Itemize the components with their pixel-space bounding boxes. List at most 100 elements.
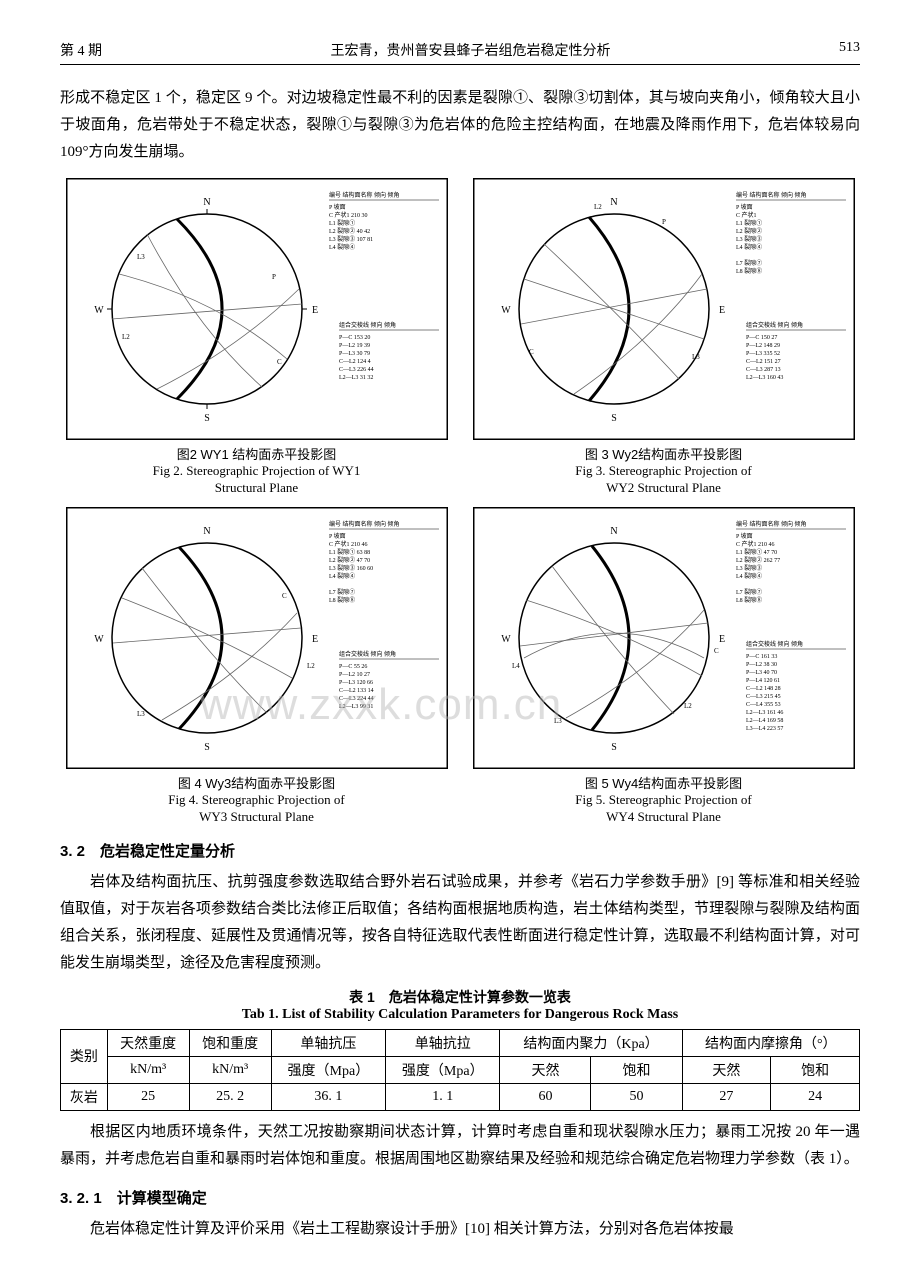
svg-text:E: E (311, 634, 317, 645)
paragraph-3: 根据区内地质环境条件，天然工况按勘察期间状态计算，计算时考虑自重和现状裂隙水压力… (60, 1119, 860, 1173)
svg-text:C 产状1 210 46: C 产状1 210 46 (329, 540, 368, 548)
unit-2: kN/m³ (189, 1056, 271, 1083)
stereonet-wy4: N S W E L4 C L3 L2 编号 结构面名称 倾向 倾角 P 坡面 C… (473, 507, 855, 769)
page-number: 513 (839, 40, 860, 60)
row-label: 灰岩 (61, 1083, 108, 1110)
svg-text:W: W (94, 305, 104, 316)
svg-text:编号 结构面名称 倾向 倾角: 编号 结构面名称 倾向 倾角 (736, 520, 807, 528)
cell-1: 25. 2 (189, 1083, 271, 1110)
fig5-caption-cn: 图 5 Wy4结构面赤平投影图 (467, 773, 860, 792)
svg-text:C—L2 151 27: C—L2 151 27 (746, 359, 781, 365)
svg-text:编号 结构面名称 倾向 倾角: 编号 结构面名称 倾向 倾角 (736, 191, 807, 199)
table-1: 类别 天然重度 饱和重度 单轴抗压 单轴抗拉 结构面内聚力（Kpa） 结构面内摩… (60, 1029, 860, 1111)
svg-text:L3: L3 (554, 717, 562, 725)
svg-text:P—C 161 33: P—C 161 33 (746, 654, 777, 660)
svg-text:L2 裂隙② 40 42: L2 裂隙② 40 42 (329, 227, 370, 235)
table1-title-cn: 表 1 危岩体稳定性计算参数一览表 (60, 987, 860, 1007)
svg-text:L2 裂隙② 262 77: L2 裂隙② 262 77 (736, 556, 780, 564)
th-2: 饱和重度 (189, 1029, 271, 1056)
fig3-caption-en1: Fig 3. Stereographic Projection of (467, 463, 860, 480)
cell-5: 50 (591, 1083, 682, 1110)
fig4-caption-en1: Fig 4. Stereographic Projection of (60, 792, 453, 809)
svg-text:C: C (529, 348, 534, 356)
svg-text:L3 裂隙③: L3 裂隙③ (736, 564, 762, 572)
svg-text:L3—L4 223 57: L3—L4 223 57 (746, 726, 783, 732)
svg-text:L3 裂隙③: L3 裂隙③ (736, 235, 762, 243)
svg-text:P—L3 40 70: P—L3 40 70 (746, 670, 777, 676)
svg-text:P 坡面: P 坡面 (329, 203, 346, 211)
svg-text:组合交棱线 倾向 倾角: 组合交棱线 倾向 倾角 (339, 321, 396, 329)
fig2-caption-cn: 图2 WY1 结构面赤平投影图 (60, 444, 453, 463)
svg-text:P—L3 30 79: P—L3 30 79 (339, 351, 370, 357)
svg-text:W: W (501, 634, 511, 645)
svg-text:L8 裂隙⑧: L8 裂隙⑧ (736, 267, 762, 275)
cell-4: 60 (500, 1083, 591, 1110)
svg-text:W: W (94, 634, 104, 645)
sub-nat-2: 天然 (682, 1056, 771, 1083)
svg-text:W: W (501, 305, 511, 316)
svg-text:C—L3 287 13: C—L3 287 13 (746, 367, 781, 373)
svg-text:P—L4 120 61: P—L4 120 61 (746, 678, 780, 684)
cell-2: 36. 1 (271, 1083, 385, 1110)
svg-text:P—L3 335 52: P—L3 335 52 (746, 351, 780, 357)
paragraph-1: 形成不稳定区 1 个，稳定区 9 个。对边坡稳定性最不利的因素是裂隙①、裂隙③切… (60, 85, 860, 166)
fig5-caption-en1: Fig 5. Stereographic Projection of (467, 792, 860, 809)
svg-text:L8 裂隙⑧: L8 裂隙⑧ (329, 596, 355, 604)
sub-nat-1: 天然 (500, 1056, 591, 1083)
svg-text:组合交棱线 倾向 倾角: 组合交棱线 倾向 倾角 (746, 321, 803, 329)
sub-sat-1: 饱和 (591, 1056, 682, 1083)
fig2-caption-en1: Fig 2. Stereographic Projection of WY1 (60, 463, 453, 480)
table1-title-en: Tab 1. List of Stability Calculation Par… (60, 1007, 860, 1023)
svg-text:P—L2 10 27: P—L2 10 27 (339, 672, 370, 678)
th-1: 天然重度 (107, 1029, 189, 1056)
svg-text:L3: L3 (692, 353, 700, 361)
svg-text:S: S (204, 413, 210, 424)
section-3-2: 3. 2 危岩稳定性定量分析 (60, 840, 860, 861)
svg-text:P—L3 120 66: P—L3 120 66 (339, 680, 373, 686)
th-category: 类别 (61, 1029, 108, 1083)
svg-text:P 坡面: P 坡面 (736, 532, 753, 540)
fig4-caption-en2: WY3 Structural Plane (60, 809, 453, 826)
svg-text:L1 裂隙①: L1 裂隙① (329, 219, 355, 227)
th-3: 单轴抗压 (271, 1029, 385, 1056)
fig3-caption-en2: WY2 Structural Plane (467, 480, 860, 497)
svg-text:P—L2 19 39: P—L2 19 39 (339, 343, 370, 349)
cell-3: 1. 1 (386, 1083, 500, 1110)
svg-text:L2: L2 (594, 203, 602, 211)
svg-text:L2 裂隙② 47 70: L2 裂隙② 47 70 (329, 556, 370, 564)
svg-text:P—C 153 20: P—C 153 20 (339, 335, 370, 341)
svg-text:C: C (714, 647, 719, 655)
stereonet-wy1: N S W E L3 L2 P C 编号 结构面名称 倾向 倾角 P 坡面 C … (66, 178, 448, 440)
svg-text:L2—L3 160 43: L2—L3 160 43 (746, 375, 783, 381)
svg-text:C—L2 148 28: C—L2 148 28 (746, 686, 781, 692)
svg-text:组合交棱线 倾向 倾角: 组合交棱线 倾向 倾角 (746, 640, 803, 648)
svg-text:C 产状1: C 产状1 (736, 211, 757, 219)
svg-text:L1 裂隙①: L1 裂隙① (736, 219, 762, 227)
svg-text:L4: L4 (512, 662, 520, 670)
fig4-caption-cn: 图 4 Wy3结构面赤平投影图 (60, 773, 453, 792)
svg-text:S: S (611, 413, 617, 424)
svg-text:L2—L3 161 46: L2—L3 161 46 (746, 710, 783, 716)
svg-text:L2—L4 169 58: L2—L4 169 58 (746, 718, 783, 724)
svg-text:L7 裂隙⑦: L7 裂隙⑦ (736, 588, 762, 596)
svg-text:C—L3 215 45: C—L3 215 45 (746, 694, 781, 700)
figure-5: N S W E L4 C L3 L2 编号 结构面名称 倾向 倾角 P 坡面 C… (467, 507, 860, 826)
svg-text:L8 裂隙⑧: L8 裂隙⑧ (736, 596, 762, 604)
figure-2: N S W E L3 L2 P C 编号 结构面名称 倾向 倾角 P 坡面 C … (60, 178, 453, 497)
unit-4: 强度（Mpa） (386, 1056, 500, 1083)
svg-text:C: C (277, 358, 282, 366)
running-title: 王宏青，贵州普安县蜂子岩组危岩稳定性分析 (331, 40, 611, 60)
svg-text:L7 裂隙⑦: L7 裂隙⑦ (736, 259, 762, 267)
svg-text:P—L2 148 29: P—L2 148 29 (746, 343, 780, 349)
svg-text:L2—L3 99 31: L2—L3 99 31 (339, 704, 373, 710)
fig2-caption-en2: Structural Plane (60, 480, 453, 497)
svg-text:编号 结构面名称 倾向 倾角: 编号 结构面名称 倾向 倾角 (329, 191, 400, 199)
th-5: 结构面内聚力（Kpa） (500, 1029, 682, 1056)
svg-text:S: S (204, 742, 210, 753)
svg-text:C—L2 133 14: C—L2 133 14 (339, 688, 374, 694)
svg-text:P—C 150 27: P—C 150 27 (746, 335, 777, 341)
svg-text:P 坡面: P 坡面 (736, 203, 753, 211)
unit-3: 强度（Mpa） (271, 1056, 385, 1083)
svg-text:L1 裂隙① 63 88: L1 裂隙① 63 88 (329, 548, 370, 556)
svg-text:C 产状1 210 30: C 产状1 210 30 (329, 211, 368, 219)
